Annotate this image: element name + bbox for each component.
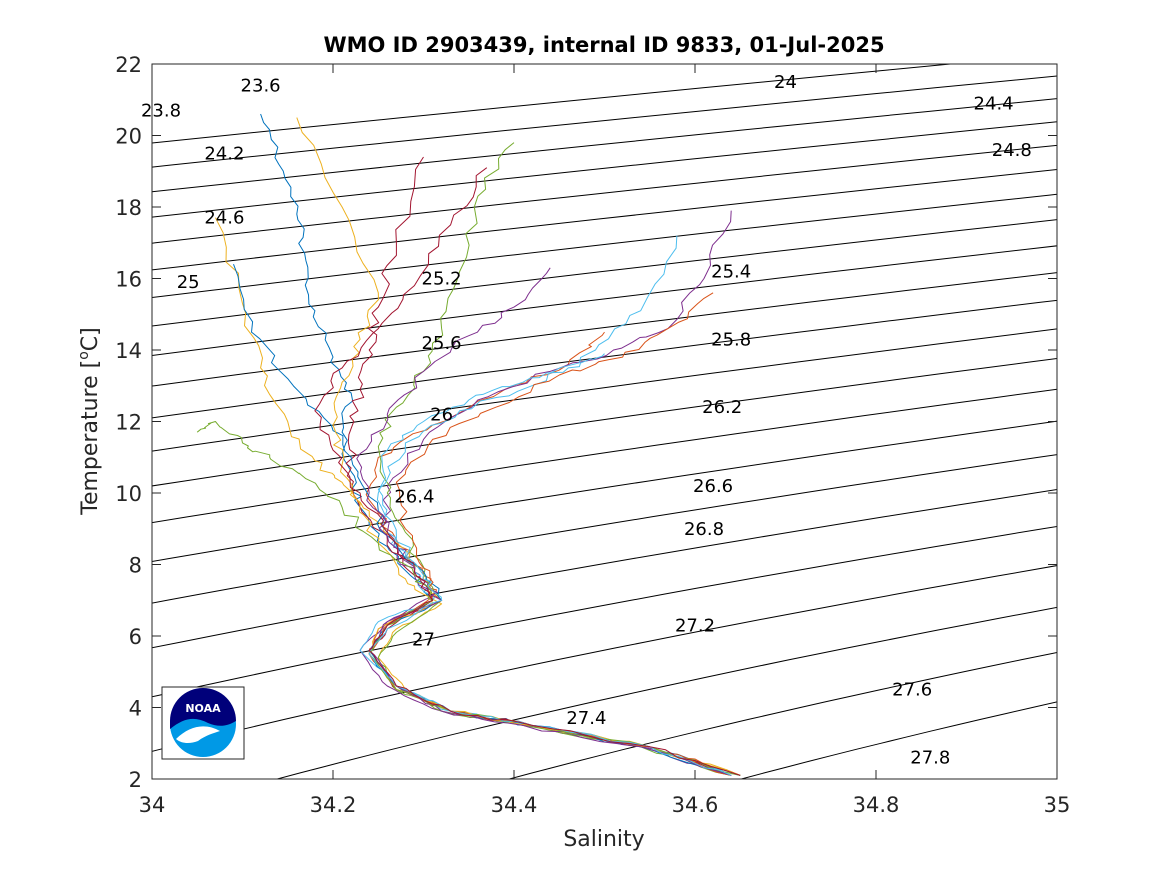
y-axis-label-degree: o bbox=[76, 351, 92, 360]
profile-line bbox=[359, 210, 732, 776]
density-contour-label: 25.2 bbox=[422, 269, 462, 290]
density-contour-line bbox=[152, 388, 1057, 524]
logo-text: NOAA bbox=[185, 702, 221, 715]
density-contour-label: 24.6 bbox=[204, 208, 244, 229]
y-axis-tick-labels: 2 4 6 8 10 12 14 16 18 20 22 bbox=[115, 53, 142, 792]
density-contour-line bbox=[277, 606, 1057, 779]
density-contour-line bbox=[152, 420, 1057, 563]
density-contour-line bbox=[152, 272, 1057, 387]
density-contour-line bbox=[741, 701, 1057, 779]
density-contour-label: 27.8 bbox=[910, 748, 950, 769]
profile-line bbox=[233, 264, 732, 776]
density-contour-label: 24 bbox=[774, 72, 797, 93]
y-tick-label: 14 bbox=[115, 339, 142, 363]
density-contour-line bbox=[152, 358, 1057, 487]
svg-text:Temperature [oC]: Temperature [oC] bbox=[76, 327, 103, 515]
density-contour-label: 27 bbox=[412, 630, 435, 651]
density-contour-line bbox=[152, 525, 1057, 698]
profile-line bbox=[260, 113, 741, 776]
density-contour-line bbox=[152, 75, 1057, 168]
density-contour-line bbox=[152, 565, 1057, 752]
profile-line bbox=[214, 217, 741, 776]
x-tick-label: 34.8 bbox=[853, 793, 900, 817]
density-contour-line bbox=[152, 328, 1057, 452]
density-contour-label: 23.6 bbox=[241, 76, 281, 97]
y-tick-label: 20 bbox=[115, 125, 142, 149]
density-contour-line bbox=[509, 652, 1057, 779]
y-tick-label: 12 bbox=[115, 411, 142, 435]
density-contours bbox=[152, 64, 1057, 779]
density-contour-line bbox=[152, 144, 1057, 244]
density-contour-label: 24.2 bbox=[204, 143, 244, 164]
y-tick-label: 8 bbox=[129, 554, 142, 578]
y-tick-label: 4 bbox=[129, 697, 142, 721]
density-contour-label: 26.4 bbox=[394, 487, 434, 508]
density-contour-labels: 23.6 23.8 24 24.2 24.4 24.6 24.8 25 25.2 25.4 25.6… bbox=[141, 72, 1032, 769]
profile-line bbox=[345, 156, 732, 776]
y-tick-label: 6 bbox=[129, 625, 142, 649]
y-tick-label: 10 bbox=[115, 482, 142, 506]
profile-line bbox=[296, 117, 741, 776]
chart-title: WMO ID 2903439, internal ID 9833, 01-Jul… bbox=[323, 33, 884, 57]
x-tick-label: 35 bbox=[1044, 793, 1071, 817]
density-contour-line bbox=[152, 219, 1057, 327]
density-contour-line bbox=[152, 98, 1057, 193]
density-contour-label: 25 bbox=[177, 272, 200, 293]
x-tick-label: 34.2 bbox=[310, 793, 357, 817]
density-contour-line bbox=[152, 299, 1057, 419]
x-axis-tick-labels: 34 34.2 34.4 34.6 34.8 35 bbox=[139, 793, 1071, 817]
density-contour-label: 27.2 bbox=[675, 615, 715, 636]
x-tick-label: 34.4 bbox=[491, 793, 538, 817]
profile-line bbox=[314, 167, 741, 776]
profile-line bbox=[365, 331, 741, 776]
y-tick-label: 16 bbox=[115, 268, 142, 292]
x-tick-label: 34.6 bbox=[672, 793, 719, 817]
y-axis-label-main: Temperature [ bbox=[78, 360, 103, 516]
y-axis-label: Temperature [oC] bbox=[76, 327, 103, 515]
density-contour-line bbox=[152, 64, 951, 144]
profile-lines bbox=[196, 113, 741, 776]
density-contour-label: 23.8 bbox=[141, 101, 181, 122]
profile-line bbox=[196, 421, 741, 776]
density-contour-label: 27.4 bbox=[566, 708, 606, 729]
density-contour-line bbox=[152, 245, 1057, 357]
y-tick-label: 22 bbox=[115, 53, 142, 77]
y-tick-label: 18 bbox=[115, 196, 142, 220]
x-axis-label: Salinity bbox=[563, 827, 644, 852]
logo-gull bbox=[176, 726, 220, 744]
density-contour-label: 26.2 bbox=[702, 397, 742, 418]
y-tick-label: 2 bbox=[129, 768, 142, 792]
profile-line bbox=[368, 292, 732, 776]
x-tick-label: 34 bbox=[139, 793, 166, 817]
density-contour-label: 25.8 bbox=[711, 329, 751, 350]
density-contour-label: 26 bbox=[430, 404, 453, 425]
density-contour-label: 25.4 bbox=[711, 261, 751, 282]
density-contour-line bbox=[152, 121, 1057, 218]
density-contour-label: 24.4 bbox=[974, 93, 1014, 114]
y-axis-label-unit: C] bbox=[78, 327, 103, 351]
density-contour-label: 26.8 bbox=[684, 519, 724, 540]
density-contour-label: 27.6 bbox=[892, 680, 932, 701]
density-contour-label: 24.8 bbox=[992, 140, 1032, 161]
density-contour-label: 26.6 bbox=[693, 476, 733, 497]
noaa-logo-icon: NOAA bbox=[161, 686, 245, 760]
density-contour-label: 25.6 bbox=[422, 333, 462, 354]
axis-ticks bbox=[151, 63, 1058, 780]
logo-top-band bbox=[170, 688, 236, 729]
